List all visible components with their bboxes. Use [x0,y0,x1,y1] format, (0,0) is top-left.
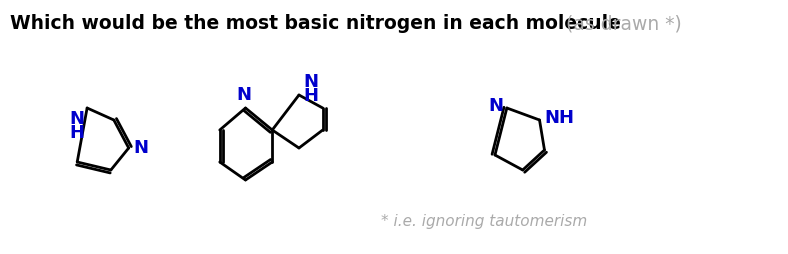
Text: H: H [303,87,318,105]
Text: N: N [134,139,149,157]
Text: (as drawn *): (as drawn *) [560,14,682,33]
Text: NH: NH [545,109,574,127]
Text: N: N [69,110,84,128]
Text: * i.e. ignoring tautomerism: * i.e. ignoring tautomerism [381,214,587,229]
Text: Which would be the most basic nitrogen in each molecule: Which would be the most basic nitrogen i… [10,14,621,33]
Text: N: N [236,86,251,104]
Text: N: N [488,97,503,115]
Text: H: H [69,124,84,142]
Text: N: N [303,73,318,91]
